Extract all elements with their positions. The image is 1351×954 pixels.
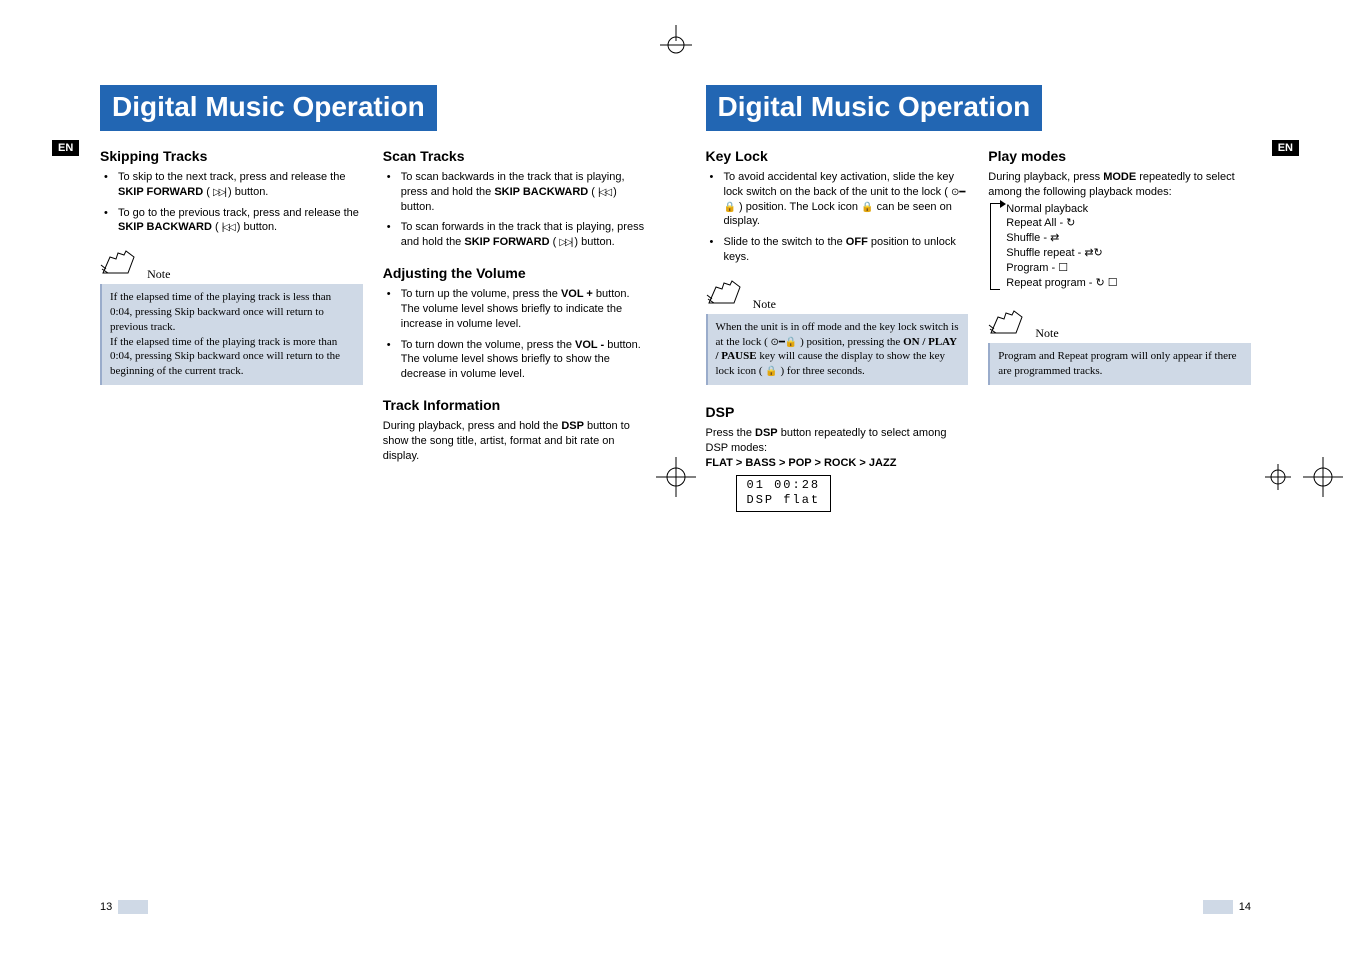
- dsp-line-1: 01 00:28: [747, 478, 821, 494]
- paragraph-dsp: Press the DSP button repeatedly to selec…: [706, 426, 969, 456]
- note-hand-icon: [706, 277, 748, 312]
- paragraph-track-info: During playback, press and hold the DSP …: [383, 419, 646, 464]
- mode-item: Normal playback: [1006, 202, 1251, 217]
- mode-item: Shuffle repeat - ⇄↻: [1006, 246, 1251, 261]
- bullet-vol-up: To turn up the volume, press the VOL + b…: [387, 287, 646, 332]
- play-modes-list: Normal playback Repeat All - ↻ Shuffle -…: [988, 202, 1251, 291]
- bullet-keylock-on: To avoid accidental key activation, slid…: [710, 170, 969, 229]
- dsp-line-2: DSP flat: [747, 493, 821, 509]
- note-label: Note: [753, 296, 776, 312]
- left-col-1: Skipping Tracks To skip to the next trac…: [100, 141, 363, 463]
- switch-lock-icon: ⊙━🔒: [770, 337, 797, 348]
- heading-volume: Adjusting the Volume: [383, 264, 646, 283]
- paragraph-play-modes: During playback, press MODE repeatedly t…: [988, 170, 1251, 200]
- skip-forward-icon: ▷▷|: [213, 187, 225, 198]
- right-col-2: Play modes During playback, press MODE r…: [988, 141, 1251, 512]
- mode-item: Program - ☐: [1006, 261, 1251, 276]
- switch-lock-icon: ⊙━🔒: [724, 187, 966, 213]
- note-hand-icon: [988, 307, 1030, 342]
- lock-icon: 🔒: [861, 202, 873, 213]
- language-badge: EN: [1272, 140, 1299, 156]
- skip-backward-icon: |◁◁: [222, 222, 234, 233]
- page-number-left: 13: [100, 900, 148, 914]
- bullet-skip-forward: To skip to the next track, press and rel…: [104, 170, 363, 200]
- dsp-modes-line: FLAT > BASS > POP > ROCK > JAZZ: [706, 456, 969, 471]
- note-keylock: Note When the unit is in off mode and th…: [706, 277, 969, 385]
- skip-backward-icon: |◁◁: [598, 187, 610, 198]
- bullet-skip-backward: To go to the previous track, press and r…: [104, 206, 363, 236]
- note-label: Note: [1035, 325, 1058, 341]
- mode-item: Shuffle - ⇄: [1006, 231, 1251, 246]
- note-body: If the elapsed time of the playing track…: [100, 284, 363, 385]
- page-title: Digital Music Operation: [706, 85, 1043, 131]
- heading-skipping-tracks: Skipping Tracks: [100, 147, 363, 166]
- note-label: Note: [147, 266, 170, 282]
- lock-icon: 🔒: [765, 366, 777, 377]
- heading-play-modes: Play modes: [988, 147, 1251, 166]
- mode-item: Repeat program - ↻ ☐: [1006, 276, 1251, 291]
- crop-mark-icon: [656, 25, 696, 65]
- mode-cycle-arrow-icon: [990, 204, 998, 289]
- crop-mark-icon: [1303, 457, 1343, 497]
- shuffle-icon: ⇄: [1050, 232, 1059, 244]
- skip-forward-icon: ▷▷|: [559, 237, 571, 248]
- left-col-2: Scan Tracks To scan backwards in the tra…: [383, 141, 646, 463]
- note-body: When the unit is in off mode and the key…: [706, 314, 969, 385]
- repeat-program-icon: ↻ ☐: [1096, 277, 1118, 289]
- note-body: Program and Repeat program will only app…: [988, 343, 1251, 385]
- program-icon: ☐: [1058, 262, 1068, 274]
- bullet-scan-backward: To scan backwards in the track that is p…: [387, 170, 646, 215]
- page-title: Digital Music Operation: [100, 85, 437, 131]
- heading-track-info: Track Information: [383, 396, 646, 415]
- repeat-icon: ↻: [1066, 217, 1075, 229]
- page-number-right: 14: [1203, 900, 1251, 914]
- dsp-display-box: 01 00:28 DSP flat: [736, 475, 832, 512]
- bullet-vol-down: To turn down the volume, press the VOL -…: [387, 338, 646, 383]
- crop-mark-icon: [1265, 464, 1291, 490]
- page-right: EN Digital Music Operation Key Lock To a…: [676, 85, 1252, 805]
- shuffle-repeat-icon: ⇄↻: [1084, 247, 1102, 259]
- note-skipping: Note If the elapsed time of the playing …: [100, 247, 363, 385]
- note-play-modes: Note Program and Repeat program will onl…: [988, 307, 1251, 386]
- heading-scan-tracks: Scan Tracks: [383, 147, 646, 166]
- heading-dsp: DSP: [706, 403, 969, 422]
- page-left: EN Digital Music Operation Skipping Trac…: [100, 85, 676, 805]
- bullet-keylock-off: Slide to the switch to the OFF position …: [710, 235, 969, 265]
- heading-key-lock: Key Lock: [706, 147, 969, 166]
- note-hand-icon: [100, 247, 142, 282]
- mode-item: Repeat All - ↻: [1006, 216, 1251, 231]
- right-col-1: Key Lock To avoid accidental key activat…: [706, 141, 969, 512]
- bullet-scan-forward: To scan forwards in the track that is pl…: [387, 220, 646, 250]
- language-badge: EN: [52, 140, 79, 156]
